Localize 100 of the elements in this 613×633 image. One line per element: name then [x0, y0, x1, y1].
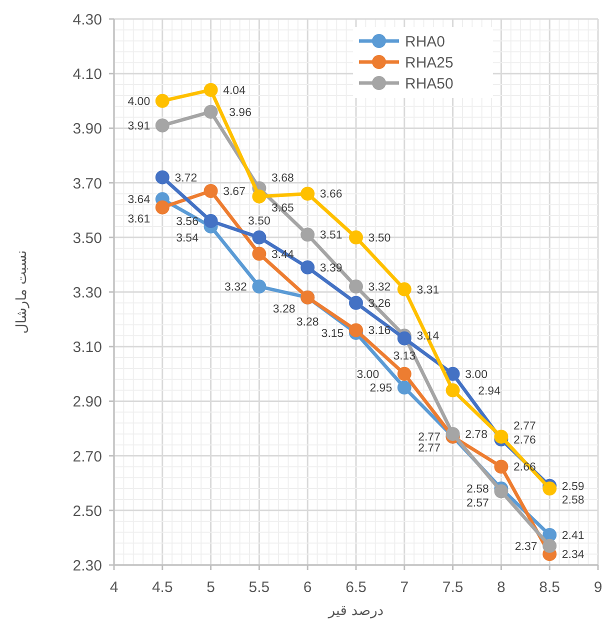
data-label: 2.57 [466, 497, 489, 510]
data-label: 3.39 [320, 262, 342, 274]
point [542, 538, 557, 553]
point [349, 280, 363, 294]
y-tick-label: 2.30 [72, 558, 102, 574]
data-label: 3.91 [128, 120, 150, 132]
y-tick-label: 2.70 [72, 448, 102, 466]
point [349, 296, 363, 310]
point [155, 170, 170, 184]
data-label: 3.32 [368, 282, 391, 294]
data-label: 3.61 [128, 213, 150, 226]
point [300, 186, 315, 201]
data-label: 2.95 [370, 382, 392, 395]
data-label: 3.72 [174, 172, 198, 184]
data-label: 3.15 [321, 328, 344, 340]
x-tick-label: 4.5 [152, 579, 173, 596]
point [397, 282, 412, 296]
data-label: 4.04 [223, 84, 246, 97]
x-tick-label: 8.5 [539, 579, 560, 596]
data-label: 4.00 [128, 96, 150, 108]
y-tick-label: 3.10 [72, 339, 102, 356]
point [204, 184, 218, 198]
data-label: 2.58 [562, 494, 584, 507]
data-label: 3.96 [229, 106, 252, 119]
point [494, 484, 508, 498]
data-label: 2.58 [466, 484, 489, 496]
data-label: 2.77 [418, 432, 440, 444]
y-axis-title: نسبت مارشال [14, 250, 30, 334]
data-label: 2.37 [514, 540, 538, 553]
data-label: 2.59 [562, 480, 584, 493]
data-label: 2.34 [562, 549, 585, 562]
point [542, 482, 557, 496]
data-label: 3.65 [272, 202, 294, 214]
x-tick-label: 8 [497, 579, 506, 596]
point [155, 200, 170, 214]
data-label: 3.66 [320, 188, 342, 201]
data-label: 3.16 [368, 325, 391, 338]
y-tick-label: 3.90 [72, 120, 102, 138]
data-label: 3.50 [368, 232, 391, 244]
point [349, 230, 363, 244]
data-label: 3.64 [128, 194, 151, 206]
y-tick-label: 3.30 [72, 284, 102, 302]
x-tick-label: 9 [594, 579, 602, 596]
data-label: 3.00 [465, 368, 488, 381]
data-label: 3.50 [248, 215, 270, 228]
data-label: 3.31 [416, 284, 440, 296]
data-label: 3.26 [368, 298, 391, 310]
point [494, 430, 508, 444]
data-label: 3.32 [224, 282, 247, 294]
data-label: 2.76 [514, 434, 536, 446]
point [349, 323, 363, 338]
y-tick-label: 4.30 [72, 12, 102, 28]
point [397, 331, 412, 346]
data-label: 2.94 [478, 385, 502, 398]
point [204, 82, 218, 97]
point [300, 228, 315, 242]
point [446, 383, 460, 398]
data-label: 3.68 [272, 172, 294, 184]
y-tick-label: 2.90 [72, 394, 102, 411]
point [300, 260, 315, 274]
point [494, 460, 508, 474]
point [155, 118, 170, 132]
y-tick-label: 3.70 [72, 175, 102, 192]
x-tick-label: 6.5 [346, 579, 366, 596]
data-label: 3.28 [296, 316, 319, 328]
point [397, 380, 412, 395]
data-label: 3.56 [176, 216, 198, 228]
data-label: 3.28 [272, 303, 296, 316]
x-tick-label: 5 [206, 579, 215, 596]
point [204, 214, 218, 228]
data-label: 3.13 [393, 350, 416, 362]
x-tick-label: 5.5 [248, 579, 270, 596]
x-tick-label: 6 [303, 579, 312, 596]
legend-label: RHA0 [405, 34, 446, 50]
data-label: 2.77 [418, 442, 440, 455]
point [397, 366, 412, 381]
legend-label: RHA25 [405, 54, 454, 72]
point [446, 426, 460, 441]
data-label: 3.54 [176, 232, 200, 244]
data-label: 2.77 [514, 420, 536, 433]
point [252, 230, 266, 244]
x-axis-title: درصد قیر [327, 603, 384, 619]
point [252, 246, 266, 261]
point [204, 104, 218, 119]
y-tick-label: 4.10 [72, 66, 102, 84]
x-tick-label: 7.5 [442, 579, 464, 596]
point [446, 366, 460, 381]
data-label: 2.78 [465, 428, 488, 441]
y-tick-label: 3.50 [72, 230, 102, 247]
data-label: 3.67 [223, 186, 246, 198]
data-label: 3.51 [320, 230, 342, 242]
legend-label: RHA50 [405, 76, 454, 92]
point [252, 280, 266, 294]
point [155, 94, 170, 108]
y-tick-label: 2.50 [72, 502, 102, 520]
x-tick-label: 7 [400, 579, 409, 596]
x-tick-label: 4 [110, 579, 118, 596]
point [252, 189, 266, 204]
data-label: 3.00 [356, 368, 380, 381]
data-label: 2.41 [562, 530, 584, 542]
